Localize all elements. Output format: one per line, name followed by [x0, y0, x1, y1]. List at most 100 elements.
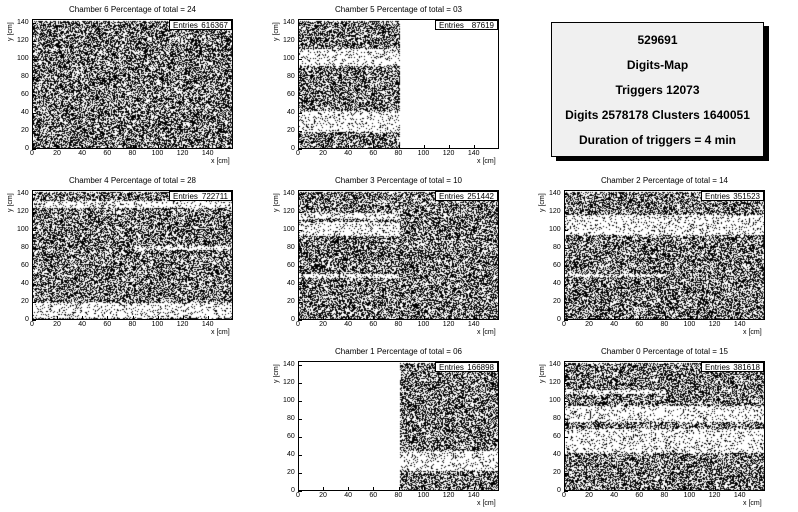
- entries-box: Entries 722711: [169, 191, 232, 201]
- plot-frame: [564, 190, 765, 320]
- x-tick-label: 20: [585, 321, 593, 328]
- x-tick: [589, 487, 591, 491]
- heatmap-pixels: [565, 191, 764, 319]
- x-tick-label: 80: [128, 150, 137, 157]
- y-tick-label: 0: [25, 316, 29, 323]
- x-tick-label: 80: [660, 321, 669, 328]
- entries-value: 381618: [733, 363, 760, 372]
- x-axis-label: x [cm]: [477, 329, 496, 336]
- x-axis-label: x [cm]: [477, 158, 496, 165]
- chamber-title: Chamber 2 Percentage of total = 14: [601, 176, 728, 185]
- chamber-title: Chamber 6 Percentage of total = 24: [69, 5, 196, 14]
- x-tick: [373, 487, 375, 491]
- y-tick: [32, 58, 36, 60]
- x-tick-label: 140: [201, 321, 214, 328]
- x-tick-label: 0: [296, 150, 300, 157]
- x-tick-label: 40: [344, 150, 353, 157]
- x-tick-label: 40: [610, 492, 619, 499]
- y-tick-label: 80: [287, 243, 295, 251]
- x-tick: [348, 316, 350, 320]
- x-tick-label: 120: [442, 321, 455, 328]
- x-tick-label: 80: [660, 492, 669, 499]
- y-tick-label: 80: [553, 414, 561, 422]
- entries-value: 251442: [467, 192, 494, 201]
- chamber-title: Chamber 4 Percentage of total = 28: [69, 176, 196, 185]
- x-tick: [639, 316, 641, 320]
- chamber-title: Chamber 0 Percentage of total = 15: [601, 347, 728, 356]
- y-tick-label: 40: [287, 450, 295, 458]
- entries-value: 87619: [471, 21, 494, 30]
- y-tick-label: 20: [287, 126, 295, 134]
- x-tick: [448, 316, 450, 320]
- y-tick: [298, 149, 302, 150]
- entries-box: Entries 381618: [701, 362, 764, 372]
- x-tick: [348, 487, 350, 491]
- x-tick-label: 80: [394, 492, 403, 499]
- y-tick: [32, 265, 36, 267]
- x-tick-label: 140: [467, 150, 480, 157]
- x-tick-label: 80: [128, 321, 137, 328]
- y-tick: [564, 320, 568, 321]
- y-tick: [32, 283, 36, 285]
- x-tick-label: 100: [683, 321, 696, 328]
- x-tick-label: 100: [417, 150, 430, 157]
- x-tick-label: 60: [635, 321, 644, 328]
- y-tick: [32, 22, 36, 24]
- trigger-duration: Duration of triggers = 4 min: [578, 132, 737, 147]
- y-tick-label: 40: [553, 450, 561, 458]
- y-tick-label: 0: [25, 145, 29, 152]
- heatmap-pixels: [299, 191, 498, 319]
- y-tick-label: 100: [17, 54, 29, 62]
- x-tick: [57, 145, 59, 149]
- y-tick: [564, 193, 568, 195]
- chamber-title: Chamber 3 Percentage of total = 10: [335, 176, 462, 185]
- x-tick-label: 120: [176, 150, 189, 157]
- y-tick-label: 60: [553, 432, 561, 440]
- y-tick: [564, 382, 568, 384]
- x-tick: [589, 316, 591, 320]
- chamber-title: Chamber 5 Percentage of total = 03: [335, 5, 462, 14]
- y-tick-label: 0: [291, 487, 295, 494]
- x-tick-label: 40: [78, 321, 87, 328]
- x-tick: [57, 316, 59, 320]
- heatmap-pixels: [33, 20, 232, 148]
- y-tick-label: 120: [17, 207, 29, 215]
- x-tick: [448, 487, 450, 491]
- y-tick: [298, 472, 302, 474]
- x-tick-label: 60: [103, 321, 112, 328]
- x-tick-label: 80: [394, 150, 403, 157]
- x-tick: [564, 316, 565, 320]
- x-tick: [323, 487, 325, 491]
- x-tick: [207, 145, 209, 149]
- y-tick: [298, 491, 302, 492]
- y-tick-label: 80: [21, 72, 29, 80]
- triggers-count: Triggers 12073: [615, 82, 700, 97]
- plot-frame: [298, 19, 499, 149]
- y-tick: [32, 76, 36, 78]
- x-tick-label: 80: [394, 321, 403, 328]
- y-tick-label: 100: [549, 396, 561, 404]
- y-tick-label: 20: [287, 468, 295, 476]
- x-tick-label: 0: [296, 321, 300, 328]
- plot-frame: [298, 361, 499, 491]
- x-tick: [298, 487, 299, 491]
- y-tick: [32, 94, 36, 96]
- x-tick: [182, 316, 184, 320]
- x-tick-label: 40: [344, 492, 353, 499]
- x-tick: [664, 487, 666, 491]
- entries-label: Entries: [173, 192, 198, 201]
- y-tick-label: 100: [283, 225, 295, 233]
- entries-label: Entries: [439, 363, 464, 372]
- x-tick-label: 20: [319, 492, 327, 499]
- y-tick-label: 40: [287, 279, 295, 287]
- x-tick-label: 120: [442, 492, 455, 499]
- y-axis-label: y [cm]: [539, 193, 546, 212]
- x-tick: [448, 145, 450, 149]
- x-tick: [348, 145, 350, 149]
- y-tick-label: 60: [553, 261, 561, 269]
- x-tick-label: 100: [151, 321, 164, 328]
- y-tick-label: 100: [283, 54, 295, 62]
- plot-frame: [298, 190, 499, 320]
- entries-label: Entries: [439, 21, 464, 30]
- y-tick-label: 140: [549, 189, 561, 197]
